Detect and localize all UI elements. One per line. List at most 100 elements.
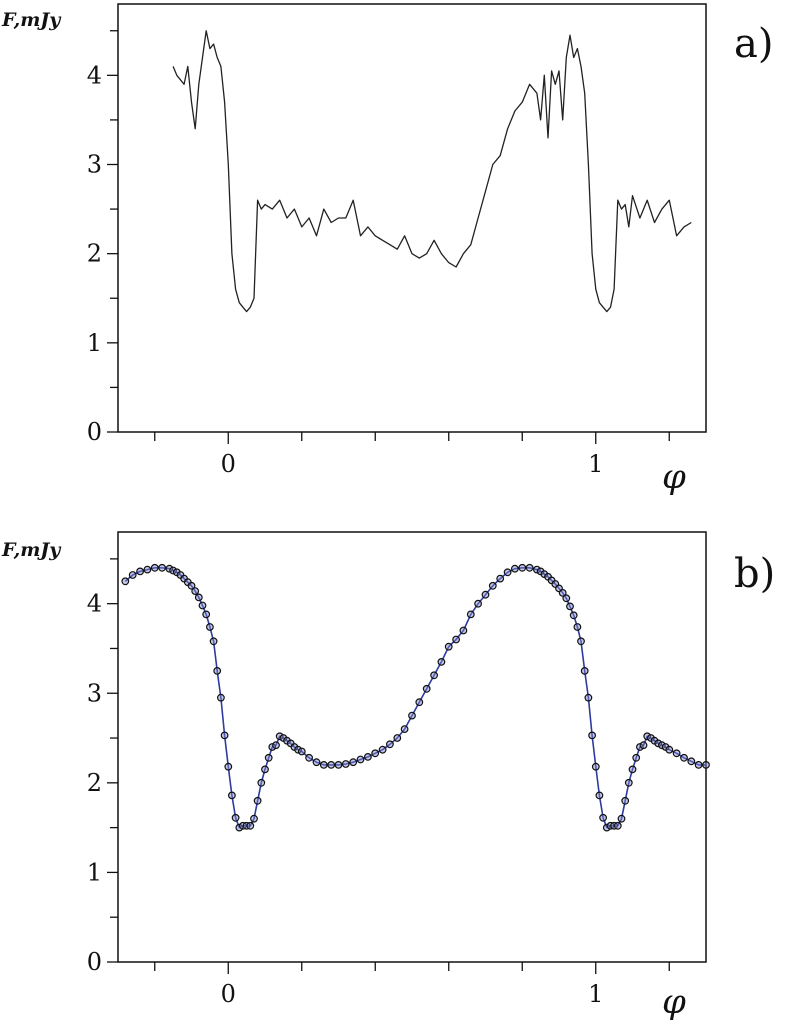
plot-frame-a xyxy=(117,3,707,433)
x-tick-label-b: 1 xyxy=(588,980,603,1008)
y-tick-label-b: 4 xyxy=(87,590,102,618)
data-point-b xyxy=(312,758,321,767)
data-point-b xyxy=(272,741,280,750)
data-point-b xyxy=(680,753,688,762)
data-point-b xyxy=(128,571,137,579)
data-point-b xyxy=(408,711,416,720)
data-point-b xyxy=(624,778,633,787)
data-point-b xyxy=(121,577,130,586)
data-point-b xyxy=(349,758,358,767)
data-point-b xyxy=(400,725,409,733)
data-point-b xyxy=(702,761,710,769)
data-point-b xyxy=(341,760,350,768)
series-line-a xyxy=(172,30,692,313)
data-point-b xyxy=(437,658,446,666)
data-point-b xyxy=(261,765,269,774)
data-point-b xyxy=(250,814,258,823)
data-point-b xyxy=(158,563,167,572)
data-point-b xyxy=(665,745,674,754)
data-point-b xyxy=(327,761,336,769)
panel-label-a: a) xyxy=(734,21,773,67)
data-point-b xyxy=(474,599,483,608)
data-point-b xyxy=(452,635,461,644)
data-point-b xyxy=(643,732,652,741)
data-point-b xyxy=(165,564,174,573)
y-tick-label-a: 0 xyxy=(87,418,102,446)
y-axis-label-a: F,mJy xyxy=(1,9,62,31)
y-tick-label-b: 3 xyxy=(87,679,102,707)
data-point-b xyxy=(488,581,497,590)
y-tick-label-a: 3 xyxy=(87,151,102,179)
data-point-b xyxy=(191,587,200,595)
panel-label-b: b) xyxy=(734,551,775,597)
data-point-b xyxy=(672,749,681,758)
data-point-b xyxy=(224,762,233,771)
data-point-b xyxy=(187,581,196,590)
data-point-b xyxy=(364,753,372,761)
data-point-b xyxy=(525,563,534,572)
panel-a: 0 1 0 1 2 3 4 F,mJy φ a) xyxy=(1,3,773,497)
data-point-b xyxy=(319,761,328,769)
y-axis-label-b: F,mJy xyxy=(1,539,62,561)
data-point-b xyxy=(216,693,225,702)
y-tick-label-b: 0 xyxy=(87,948,102,976)
data-point-b xyxy=(577,637,585,646)
data-point-b xyxy=(305,753,314,762)
data-point-b xyxy=(466,610,475,619)
y-tick-label-a: 2 xyxy=(87,240,102,268)
data-point-b xyxy=(136,567,145,576)
panel-b: 0 1 0 1 2 3 4 F,mJy φ b) xyxy=(1,531,775,1022)
x-axis-label-a: φ xyxy=(662,457,686,497)
data-point-b xyxy=(415,698,424,707)
x-tick-label-b: 0 xyxy=(221,980,236,1008)
data-point-b xyxy=(393,734,402,742)
data-point-b xyxy=(533,565,541,574)
data-point-b xyxy=(371,749,380,758)
data-point-b xyxy=(422,684,431,693)
series-line-b xyxy=(124,567,706,829)
data-point-b xyxy=(562,594,571,603)
data-point-b xyxy=(220,731,229,740)
data-point-b xyxy=(430,671,439,680)
data-point-b xyxy=(227,791,236,800)
data-point-b xyxy=(378,745,387,754)
data-point-b xyxy=(694,761,703,769)
data-point-b xyxy=(602,823,611,832)
data-point-b xyxy=(459,626,468,635)
data-point-b xyxy=(205,623,214,631)
data-point-b xyxy=(639,741,648,750)
data-point-b xyxy=(654,739,663,748)
data-point-b xyxy=(143,565,152,574)
data-point-b xyxy=(253,796,262,805)
data-point-b xyxy=(591,762,600,771)
data-point-b xyxy=(658,741,666,750)
data-point-b xyxy=(202,610,211,619)
data-point-b xyxy=(386,740,394,749)
data-point-b xyxy=(209,637,218,646)
data-point-b xyxy=(356,755,365,764)
data-point-b xyxy=(613,821,622,830)
data-point-b xyxy=(294,745,303,754)
data-point-b xyxy=(496,574,505,583)
data-point-b xyxy=(264,753,273,762)
data-point-b xyxy=(687,757,696,766)
y-tick-label-a: 1 xyxy=(87,329,102,357)
data-point-b xyxy=(334,761,343,769)
plot-frame-b xyxy=(117,531,707,963)
x-tick-label-a: 0 xyxy=(221,450,236,478)
data-point-b xyxy=(213,667,222,675)
data-point-b xyxy=(599,813,607,822)
y-tick-label-b: 1 xyxy=(87,858,102,886)
data-point-b xyxy=(169,566,178,575)
data-point-b xyxy=(621,796,630,805)
data-point-b xyxy=(481,590,490,599)
data-point-b xyxy=(628,765,637,774)
data-point-b xyxy=(569,611,578,620)
data-point-b xyxy=(268,743,277,751)
data-point-b xyxy=(580,667,589,675)
data-point-b xyxy=(194,593,203,602)
data-point-b xyxy=(617,814,626,823)
data-point-b xyxy=(257,778,266,787)
data-point-b xyxy=(246,821,255,830)
